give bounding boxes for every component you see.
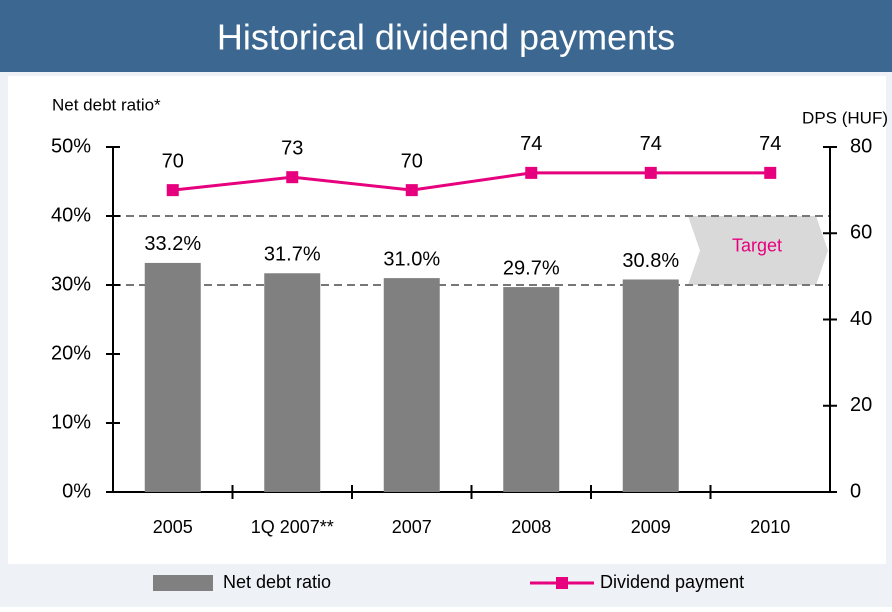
header bbox=[0, 0, 892, 72]
x-tick-label: 2008 bbox=[511, 517, 551, 537]
y-tick-label: 10% bbox=[51, 411, 91, 433]
legend-label: Dividend payment bbox=[600, 572, 744, 592]
bar-value-label: 31.0% bbox=[383, 248, 440, 270]
line bbox=[172, 171, 771, 192]
bar bbox=[264, 273, 321, 492]
line-value-label: 70 bbox=[401, 150, 423, 172]
line-value-label: 74 bbox=[520, 133, 542, 155]
line-value-label: 74 bbox=[759, 133, 781, 155]
target-band bbox=[688, 216, 828, 285]
y-tick-label: 50% bbox=[51, 135, 91, 157]
line-value-label: 74 bbox=[640, 133, 662, 155]
y2-tick-label: 40 bbox=[850, 308, 872, 330]
line-value-label: 73 bbox=[281, 137, 303, 159]
chart-title: Historical dividend payments bbox=[217, 17, 675, 58]
x-tick-label: 2005 bbox=[153, 517, 193, 537]
y-tick-label: 20% bbox=[51, 342, 91, 364]
y-tick-label: 30% bbox=[51, 273, 91, 295]
bar-value-label: 33.2% bbox=[144, 233, 201, 255]
line-marker bbox=[286, 171, 299, 184]
y-tick-label: 40% bbox=[51, 204, 91, 226]
bar-value-label: 30.8% bbox=[622, 250, 679, 272]
bar bbox=[144, 262, 201, 492]
line-marker bbox=[405, 184, 418, 197]
bar bbox=[622, 279, 679, 492]
y2-tick-label: 20 bbox=[850, 394, 872, 416]
x-tick-label: 2007 bbox=[392, 517, 432, 537]
bar bbox=[503, 287, 560, 492]
y2-tick-label: 80 bbox=[850, 135, 872, 157]
bar-value-label: 31.7% bbox=[264, 244, 321, 266]
y2-axis-label: DPS (HUF) bbox=[802, 108, 888, 127]
y2-tick-label: 0 bbox=[850, 480, 861, 502]
x-tick-label: 1Q 2007** bbox=[251, 517, 334, 537]
legend-label: Net debt ratio bbox=[223, 572, 331, 592]
bar bbox=[383, 278, 440, 492]
line-value-label: 70 bbox=[162, 150, 184, 172]
legend-swatch bbox=[153, 575, 213, 591]
line-marker bbox=[166, 184, 179, 197]
legend-marker bbox=[556, 577, 568, 589]
bar-value-label: 29.7% bbox=[503, 257, 560, 279]
target-label: Target bbox=[732, 235, 782, 255]
plot-panel bbox=[8, 76, 886, 564]
x-tick-label: 2010 bbox=[750, 517, 790, 537]
y2-tick-label: 60 bbox=[850, 222, 872, 244]
x-tick-label: 2009 bbox=[631, 517, 671, 537]
line-marker bbox=[525, 166, 538, 179]
y-tick-label: 0% bbox=[62, 480, 91, 502]
line-marker bbox=[644, 166, 657, 179]
y-axis-label: Net debt ratio* bbox=[52, 95, 161, 114]
line-marker bbox=[764, 166, 777, 179]
